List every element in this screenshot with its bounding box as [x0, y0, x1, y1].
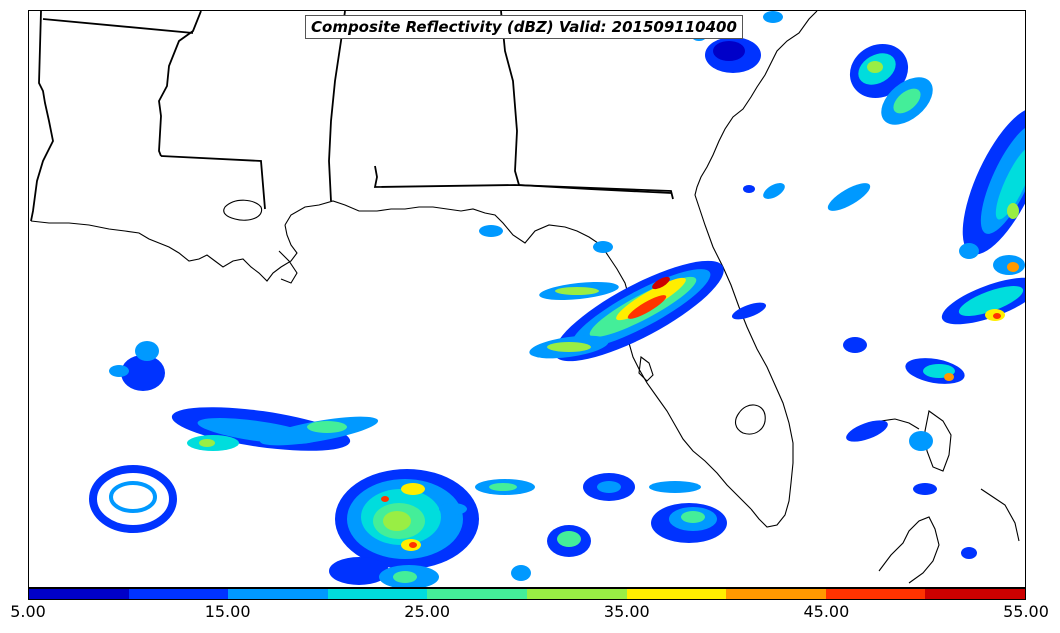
- state-borders: [30, 11, 674, 222]
- colorbar-segment-1: [128, 589, 229, 599]
- echo-cluster-atlantic-east: [843, 107, 1025, 384]
- bahamas-east: [980, 488, 1020, 542]
- bahamas-north: [880, 418, 920, 430]
- colorbar-segment-6: [626, 589, 727, 599]
- colorbar-segment-4: [427, 589, 527, 599]
- echo-cluster-central-gulf: [89, 341, 379, 533]
- delta: [278, 250, 298, 284]
- coastline: [30, 11, 1020, 584]
- colorbar-segment-2: [228, 589, 328, 599]
- lake-pontchartrain: [223, 199, 263, 221]
- colorbar-segment-0: [29, 589, 129, 599]
- colorbar-tick-label: 5.00: [10, 602, 46, 621]
- echo-cluster-southeast-gulf: [511, 420, 977, 581]
- cuba-coast: [878, 516, 940, 584]
- texas-louisiana-border: [30, 11, 54, 222]
- radar-map: Composite Reflectivity (dBZ) Valid: 2015…: [28, 10, 1026, 588]
- colorbar-tick-label: 15.00: [204, 602, 251, 621]
- colorbar-segment-9: [925, 589, 1025, 599]
- lake-okeechobee: [734, 404, 766, 435]
- colorbar: [28, 588, 1026, 600]
- colorbar-tick-label: 35.00: [603, 602, 650, 621]
- georgia-florida-border: [518, 184, 672, 194]
- louisiana-north-border: [42, 18, 194, 34]
- mississippi-west-border: [158, 11, 202, 157]
- map-title: Composite Reflectivity (dBZ) Valid: 2015…: [305, 15, 743, 39]
- colorbar-tick-label: 45.00: [803, 602, 850, 621]
- colorbar-segment-3: [327, 589, 428, 599]
- florida-gulf-coast: [284, 200, 752, 510]
- mississippi-alabama-border: [328, 11, 346, 202]
- reflectivity-echoes: [89, 11, 1025, 587]
- echo-cluster-florida-main: [479, 225, 767, 362]
- colorbar-segment-5: [526, 589, 627, 599]
- echo-cluster-atlantic-northeast: [743, 43, 933, 211]
- louisiana-coast: [30, 220, 298, 282]
- louisiana-mississippi-border: [160, 155, 266, 210]
- atlantic-coast: [694, 11, 818, 528]
- echo-cluster-south-gulf: [329, 469, 535, 587]
- alabama-georgia-border: [500, 11, 520, 186]
- map-canvas: [30, 11, 1025, 587]
- alabama-florida-border: [373, 165, 674, 200]
- tampa-bay: [638, 355, 654, 382]
- colorbar-segment-7: [726, 589, 826, 599]
- colorbar-tick-label: 25.00: [404, 602, 451, 621]
- colorbar-segment-8: [825, 589, 926, 599]
- colorbar-tick-label: 55.00: [1003, 602, 1049, 621]
